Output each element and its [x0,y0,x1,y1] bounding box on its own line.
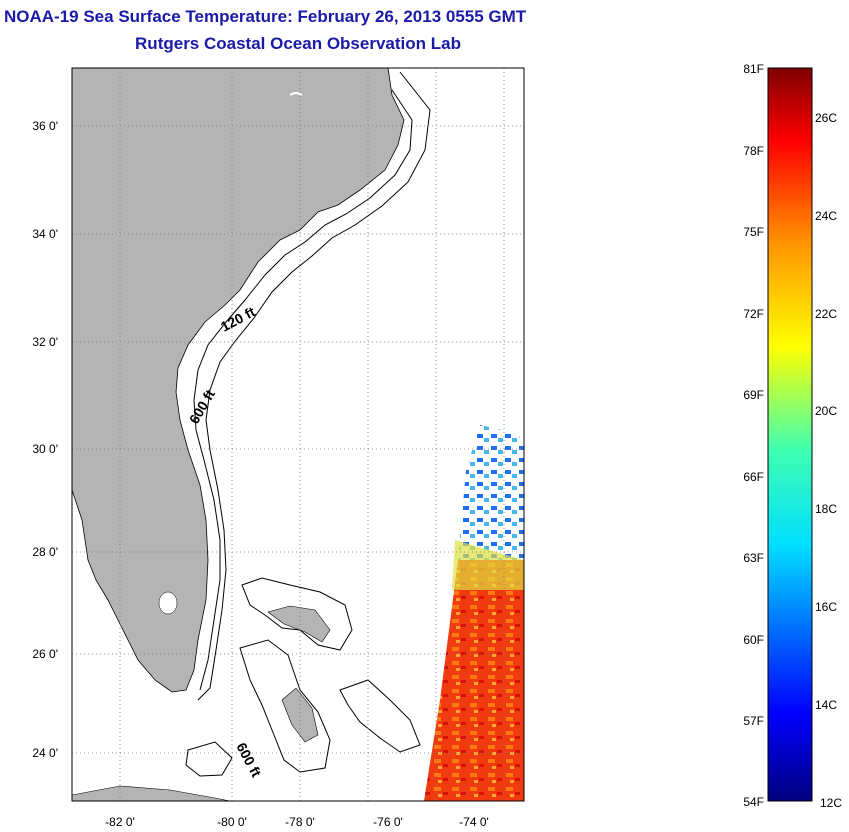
celsius-label: 16C [815,600,837,614]
fahrenheit-label: 75F [743,225,764,239]
celsius-label: 26C [815,111,837,125]
lat-label: 32 0' [32,335,58,349]
celsius-label: 14C [815,698,837,712]
fahrenheit-label: 72F [743,307,764,321]
colorbar-celsius-labels: 26C 24C 22C 20C 18C 16C 14C 12C [815,111,842,810]
lon-label: -80 0' [217,815,247,829]
colorbar-scale [767,67,813,802]
celsius-label: 12C [820,796,842,810]
colorbar: 81F 78F 75F 72F 69F 66F 63F 60F 57F 54F … [743,62,842,810]
longitude-labels: -82 0' -80 0' -78 0' -76 0' -74 0' [105,815,489,829]
fahrenheit-label: 78F [743,144,764,158]
celsius-label: 24C [815,209,837,223]
land-southeast-us [72,68,405,693]
map-gridlines [72,68,524,801]
lake-marker [289,92,303,96]
lat-label: 34 0' [32,227,58,241]
fahrenheit-label: 60F [743,633,764,647]
lat-label: 28 0' [32,545,58,559]
sst-swath-cool [458,425,524,560]
lat-label: 36 0' [32,119,58,133]
lat-label: 30 0' [32,442,58,456]
fahrenheit-label: 57F [743,714,764,728]
contour-120ft [193,89,413,691]
lon-label: -74 0' [459,815,489,829]
fahrenheit-label: 69F [743,388,764,402]
lake-okeechobee [158,591,178,615]
sst-swath-front [452,540,524,590]
lon-label: -78 0' [285,815,315,829]
lat-label: 26 0' [32,647,58,661]
sst-swath-warm [424,560,524,801]
contour-600ft [197,71,431,701]
fahrenheit-label: 66F [743,470,764,484]
colorbar-fahrenheit-labels: 81F 78F 75F 72F 69F 66F 63F 60F 57F 54F [743,62,764,809]
bahamas-bank-north [241,577,353,651]
bahamas-bank-east [339,679,421,753]
celsius-label: 22C [815,307,837,321]
lat-label: 24 0' [32,746,58,760]
bahamas-bank-south [239,639,331,773]
lon-label: -82 0' [105,815,135,829]
fahrenheit-label: 81F [743,62,764,76]
map-title: NOAA-19 Sea Surface Temperature: Februar… [4,7,527,26]
fahrenheit-label: 63F [743,551,764,565]
land-cuba [72,785,231,801]
lon-label: -76 0' [373,815,403,829]
bahamas-island [267,605,331,643]
andros-island [281,687,319,743]
cay-sal-bank [185,741,233,777]
map-area [72,68,524,801]
celsius-label: 20C [815,404,837,418]
latitude-labels: 36 0' 34 0' 32 0' 30 0' 28 0' 26 0' 24 0… [32,119,58,760]
celsius-label: 18C [815,502,837,516]
fahrenheit-label: 54F [743,795,764,809]
map-subtitle: Rutgers Coastal Ocean Observation Lab [135,34,461,53]
map-frame [71,67,525,802]
